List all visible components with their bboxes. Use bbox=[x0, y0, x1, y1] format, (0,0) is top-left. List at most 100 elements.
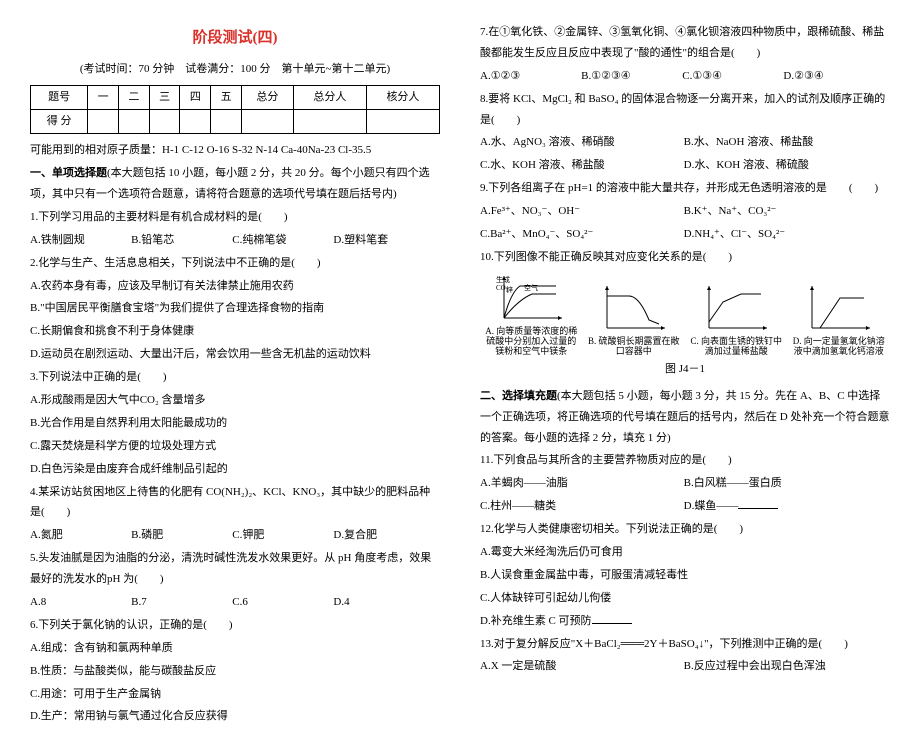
exam-subtitle: (考试时间：70 分钟 试卷满分：100 分 第十单元~第十二单元) bbox=[30, 59, 440, 80]
q1-text: 1.下列学习用品的主要材料是有机合成材料的是( ) bbox=[30, 207, 440, 228]
q8-text: 8.要将 KCl、MgCl₂ 和 BaSO₄ 的固体混合物逐一分离开来，加入的试… bbox=[480, 89, 890, 131]
q6-text: 6.下列关于氯化钠的认识，正确的是( ) bbox=[30, 615, 440, 636]
q7-a: A.①②③ bbox=[480, 66, 578, 87]
q7-opts: A.①②③ B.①②③④ C.①③④ D.②③④ bbox=[480, 66, 890, 87]
q12-d: D.补充维生素 C 可预防 bbox=[480, 611, 890, 632]
q8-cd: C.水、KOH 溶液、稀盐酸 D.水、KOH 溶液、稀硫酸 bbox=[480, 155, 890, 176]
th-1: 一 bbox=[88, 86, 119, 110]
q2-a: A.农药本身有毒，应该及早制订有关法律禁止施用农药 bbox=[30, 276, 440, 297]
fig-a-label: A. 向等质量等浓度的稀硫酸中分别加入过量的镁粉和空气中镁条 bbox=[482, 326, 580, 357]
th-5: 五 bbox=[211, 86, 242, 110]
q5-text: 5.头发油腻是因为油脂的分泌，清洗时碱性洗发水效果更好。从 pH 角度考虑，效果… bbox=[30, 548, 440, 590]
q4-c: C.钾肥 bbox=[232, 525, 330, 546]
q7-c: C.①③④ bbox=[682, 66, 780, 87]
q2-c: C.长期偏食和挑食不利于身体健康 bbox=[30, 321, 440, 342]
q11-a: A.羊蝎肉——油脂 bbox=[480, 473, 681, 494]
q5-a: A.8 bbox=[30, 592, 128, 613]
q13-text: 13.对于复分解反应"X＋BaCl₂═══2Y＋BaSO₄↓"，下列推测中正确的… bbox=[480, 634, 890, 655]
q12-c: C.人体缺锌可引起幼儿佝偻 bbox=[480, 588, 890, 609]
q3-d: D.白色污染是由废弃合成纤维制品引起的 bbox=[30, 459, 440, 480]
q6-d: D.生产：常用钠与氯气通过化合反应获得 bbox=[30, 706, 440, 727]
th-3: 三 bbox=[149, 86, 180, 110]
q4-b: B.磷肥 bbox=[131, 525, 229, 546]
th-8: 核分人 bbox=[366, 86, 439, 110]
q9-ab: A.Fe³⁺、NO₃⁻、OH⁻ B.K⁺、Na⁺、CO₃²⁻ bbox=[480, 201, 890, 222]
th-2: 二 bbox=[118, 86, 149, 110]
q9-cd: C.Ba²⁺、MnO₄⁻、SO₄²⁻ D.NH₄⁺、Cl⁻、SO₄²⁻ bbox=[480, 224, 890, 245]
fig-d-label: D. 向一定量氢氧化钠溶液中滴加氢氧化钙溶液 bbox=[790, 336, 888, 357]
th-6: 总分 bbox=[241, 86, 293, 110]
q7-text: 7.在①氧化铁、②金属锌、③氢氧化铜、④氯化钡溶液四种物质中，跟稀硫酸、稀盐酸都… bbox=[480, 22, 890, 64]
q3-text: 3.下列说法中正确的是( ) bbox=[30, 367, 440, 388]
th-0: 题号 bbox=[31, 86, 88, 110]
q12-a: A.霉变大米经淘洗后仍可食用 bbox=[480, 542, 890, 563]
q2-text: 2.化学与生产、生活息息相关，下列说法中不正确的是( ) bbox=[30, 253, 440, 274]
q6-c: C.用途：可用于生产金属钠 bbox=[30, 684, 440, 705]
q10-figures: 生成 CO₂ 锌 空气 A. 向等质量等浓度的稀硫酸中分别加入过量的镁粉和空气中… bbox=[480, 272, 890, 357]
fig-b-label: B. 硫酸铜长期露置在敞口容器中 bbox=[585, 336, 683, 357]
q1-d: D.塑料笔套 bbox=[333, 230, 431, 251]
th-7: 总分人 bbox=[293, 86, 366, 110]
q4-a: A.氮肥 bbox=[30, 525, 128, 546]
part2-title: 二、选择填充题 bbox=[480, 390, 557, 402]
svg-text:空气: 空气 bbox=[524, 283, 538, 292]
td-0: 得 分 bbox=[31, 110, 88, 134]
fig-c-label: C. 向表面生锈的铁钉中滴加过量稀盐酸 bbox=[687, 336, 785, 357]
q3-b: B.光合作用是自然界利用太阳能最成功的 bbox=[30, 413, 440, 434]
part2-head: 二、选择填充题(本大题包括 5 小题，每小题 3 分，共 15 分。先在 A、B… bbox=[480, 386, 890, 449]
part1-title: 一、单项选择题 bbox=[30, 167, 107, 179]
q11-d: D.蝶鱼—— bbox=[684, 500, 779, 512]
q11-ab: A.羊蝎肉——油脂 B.白风糕——蛋白质 bbox=[480, 473, 890, 494]
fig-c: C. 向表面生锈的铁钉中滴加过量稀盐酸 bbox=[687, 282, 785, 357]
q9-b: B.K⁺、Na⁺、CO₃²⁻ bbox=[684, 201, 885, 222]
q8-b: B.水、NaOH 溶液、稀盐酸 bbox=[684, 132, 885, 153]
q11-cd: C.柱州——糖类 D.蝶鱼—— bbox=[480, 496, 890, 517]
q9-c: C.Ba²⁺、MnO₄⁻、SO₄²⁻ bbox=[480, 224, 681, 245]
svg-text:锌: 锌 bbox=[506, 285, 513, 294]
q11-text: 11.下列食品与其所含的主要营养物质对应的是( ) bbox=[480, 450, 890, 471]
q8-a: A.水、AgNO₃ 溶液、稀硝酸 bbox=[480, 132, 681, 153]
q13-ab: A.X 一定是硫酸 B.反应过程中会出现白色浑浊 bbox=[480, 656, 890, 677]
q11-d-text: D.蝶鱼—— bbox=[684, 500, 739, 512]
atom-mass: 可能用到的相对原子质量：H-1 C-12 O-16 S-32 N-14 Ca-4… bbox=[30, 140, 440, 161]
q2-d: D.运动员在剧烈运动、大量出汗后，常会饮用一些含无机盐的运动饮料 bbox=[30, 344, 440, 365]
q3-c: C.露天焚烧是科学方便的垃圾处理方式 bbox=[30, 436, 440, 457]
q6-b: B.性质：与盐酸类似，能与碳酸盐反应 bbox=[30, 661, 440, 682]
q12-text: 12.化学与人类健康密切相关。下列说法正确的是( ) bbox=[480, 519, 890, 540]
q12-b: B.人误食重金属盐中毒，可服蛋清减轻毒性 bbox=[480, 565, 890, 586]
q13-a: A.X 一定是硫酸 bbox=[480, 656, 681, 677]
q9-d: D.NH₄⁺、Cl⁻、SO₄²⁻ bbox=[684, 224, 885, 245]
q13-b: B.反应过程中会出现白色浑浊 bbox=[684, 656, 885, 677]
q5-d: D.4 bbox=[333, 592, 431, 613]
q3-a: A.形成酸雨是因大气中CO₂ 含量增多 bbox=[30, 390, 440, 411]
q12-d-text: D.补充维生素 C 可预防 bbox=[480, 615, 592, 627]
q1-c: C.纯棉笔袋 bbox=[232, 230, 330, 251]
q1-b: B.铅笔芯 bbox=[131, 230, 229, 251]
q5-b: B.7 bbox=[131, 592, 229, 613]
q8-c: C.水、KOH 溶液、稀盐酸 bbox=[480, 155, 681, 176]
score-table: 题号 一 二 三 四 五 总分 总分人 核分人 得 分 bbox=[30, 85, 440, 134]
q1-opts: A.铁制圆规 B.铅笔芯 C.纯棉笔袋 D.塑料笔套 bbox=[30, 230, 440, 251]
q6-a: A.组成：含有钠和氯两种单质 bbox=[30, 638, 440, 659]
q9-text: 9.下列各组离子在 pH=1 的溶液中能大量共存，并形成无色透明溶液的是 ( ) bbox=[480, 178, 890, 199]
fig-a: 生成 CO₂ 锌 空气 A. 向等质量等浓度的稀硫酸中分别加入过量的镁粉和空气中… bbox=[482, 272, 580, 357]
q2-b: B."中国居民平衡膳食宝塔"为我们提供了合理选择食物的指南 bbox=[30, 298, 440, 319]
page-title: 阶段测试(四) bbox=[30, 24, 440, 53]
q11-b: B.白风糕——蛋白质 bbox=[684, 473, 885, 494]
th-4: 四 bbox=[180, 86, 211, 110]
part1-head: 一、单项选择题(本大题包括 10 小题，每小题 2 分，共 20 分。每个小题只… bbox=[30, 163, 440, 205]
q7-d: D.②③④ bbox=[783, 66, 881, 87]
q7-b: B.①②③④ bbox=[581, 66, 679, 87]
q4-opts: A.氮肥 B.磷肥 C.钾肥 D.复合肥 bbox=[30, 525, 440, 546]
q10-text: 10.下列图像不能正确反映其对应变化关系的是( ) bbox=[480, 247, 890, 268]
fig-caption: 图 J4－1 bbox=[480, 359, 890, 380]
q8-d: D.水、KOH 溶液、稀硫酸 bbox=[684, 155, 885, 176]
q5-opts: A.8 B.7 C.6 D.4 bbox=[30, 592, 440, 613]
q11-c: C.柱州——糖类 bbox=[480, 496, 681, 517]
q4-text: 4.某采访站贫困地区上待售的化肥有 CO(NH₂)₂、KCl、KNO₃，其中缺少… bbox=[30, 482, 440, 524]
q1-a: A.铁制圆规 bbox=[30, 230, 128, 251]
fig-b: B. 硫酸铜长期露置在敞口容器中 bbox=[585, 282, 683, 357]
q5-c: C.6 bbox=[232, 592, 330, 613]
q4-d: D.复合肥 bbox=[333, 525, 431, 546]
fig-d: D. 向一定量氢氧化钠溶液中滴加氢氧化钙溶液 bbox=[790, 282, 888, 357]
